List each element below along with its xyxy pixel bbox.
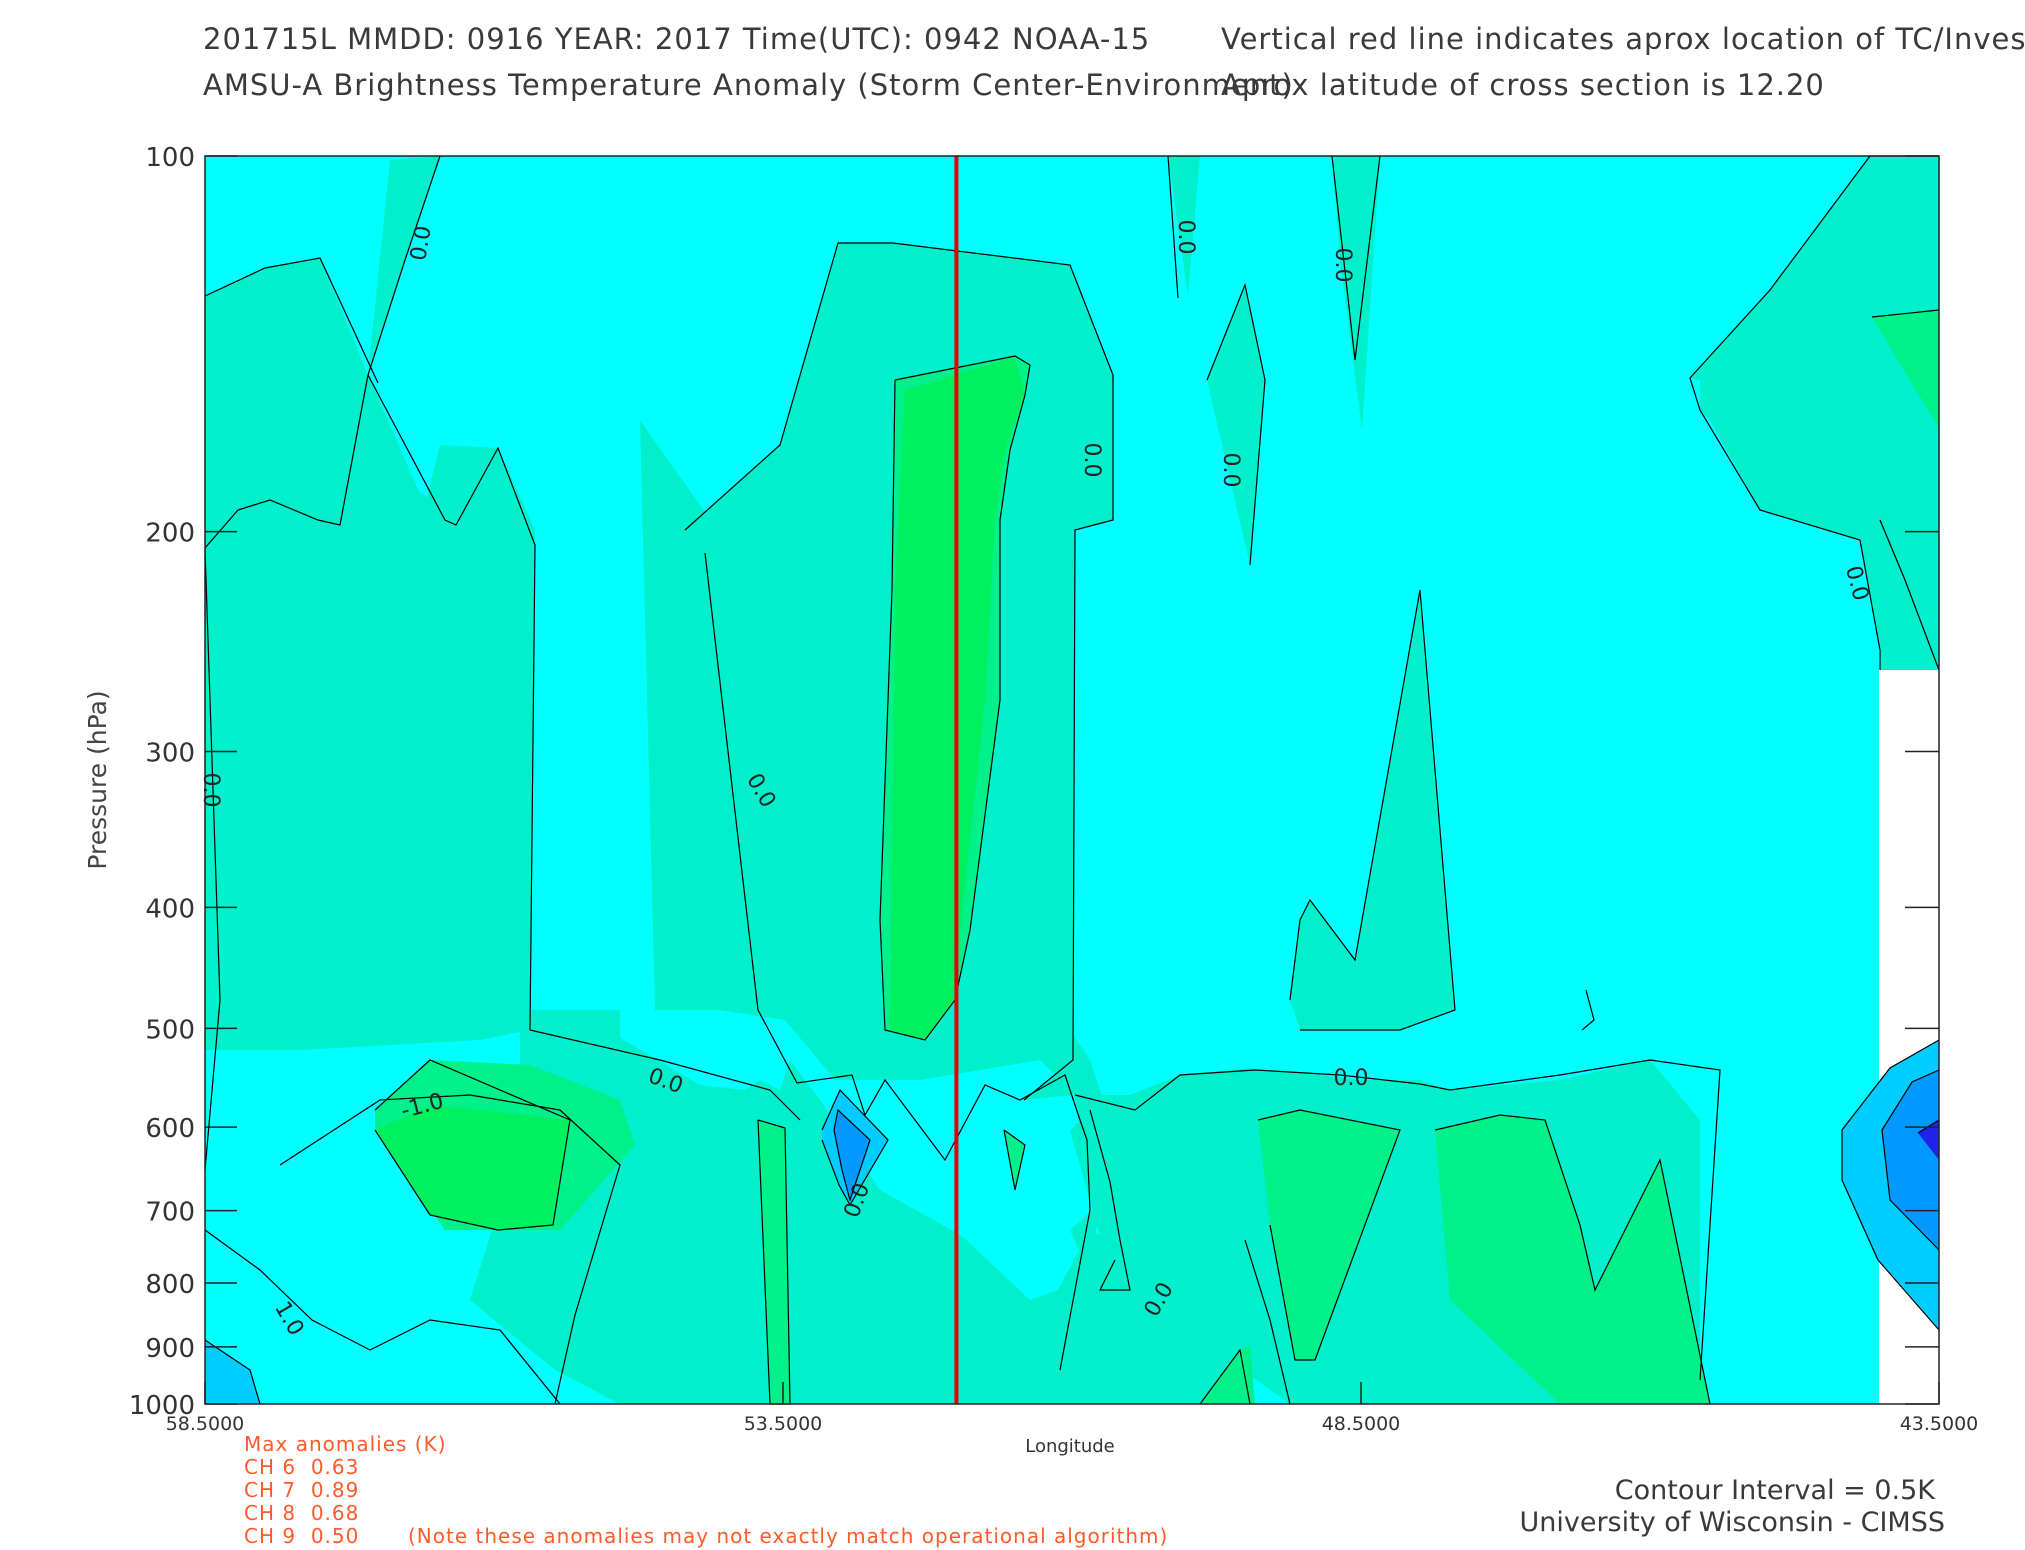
contour-line-3 [367,155,441,376]
header-line2-left: AMSU-A Brightness Temperature Anomaly (S… [203,68,1294,102]
y-tick-label: 200 [145,519,195,549]
contour-line-7 [529,1029,801,1121]
contour-fill-pos-1_0-13 [1435,1115,1710,1404]
contour-line-21 [1199,1348,1251,1405]
contour-fill-pos-0_5-4 [350,156,530,1030]
header-line2-right: Aprox latitude of cross section is 12.20 [1221,68,1825,102]
contour-line-20 [1244,1239,1291,1405]
anomalies-title: Max anomalies (K) [244,1432,447,1456]
contour-fills [205,156,1939,1404]
contour-fill-pos-1_0-15 [1004,1130,1025,1190]
contour-line-15 [1206,282,1266,566]
anomaly-row-ch9: CH 9 0.50 [244,1524,360,1548]
contour-line-33 [1003,1129,1026,1191]
contour-fill-pos-1_5-18 [375,1105,570,1230]
contour-line-14 [1331,155,1381,361]
contour-fill-pos-0_5-3 [640,420,1110,1370]
contour-line-30 [833,1108,871,1203]
contour-line-6 [279,1094,621,1405]
header-line1-right: Vertical red line indicates aprox locati… [1221,22,2025,56]
contour-line-31 [204,1339,261,1405]
anomaly-row-ch6: CH 6 0.63 [244,1455,360,1479]
contour-line-11 [704,552,1091,1371]
contour-fill-pos-1_0-16 [1872,310,1939,428]
contour-line-16 [1289,589,1456,1031]
anomaly-row-ch7: CH 7 0.89 [244,1478,360,1502]
contour-line-12 [1089,1109,1131,1291]
contour-line-32 [204,1229,561,1405]
contour-label-group-4: 0.0 [1079,443,1104,478]
x-axis-label: Longitude [1025,1436,1115,1457]
contour-interval-label: Contour Interval = 0.5K [1614,1475,1935,1506]
y-tick-label: 500 [145,1015,195,1045]
plot-frame [204,155,1940,1405]
header-line1-left: 201715L MMDD: 0916 YEAR: 2017 Time(UTC):… [203,22,1151,56]
contour-line-1 [204,257,379,384]
contour-line-17 [1074,1059,1721,1381]
anomaly-row-ch8: CH 8 0.68 [244,1501,360,1525]
x-tick-label: 43.5000 [1900,1413,1979,1435]
y-tick-label: 100 [145,143,195,173]
contour-line-4 [367,374,536,1031]
contour-line-24 [1879,519,1940,671]
contour-fill-pos-0_5-8 [1290,590,1455,1030]
contour-label: 0.0 [406,224,437,263]
contour-fill-pos-0_5-5 [1168,156,1200,295]
contour-label-group-10: 0.0 [1334,1066,1369,1091]
contour-line-8 [374,1059,571,1231]
y-axis-label: Pressure (hPa) [83,690,112,869]
contour-label-group-5: 0.0 [1218,453,1243,488]
contour-line-29 [821,1088,889,1207]
y-tick-label: 800 [145,1270,195,1300]
contour-fill-pos-1_0-12 [1258,1110,1400,1360]
contour-fill-neg-1_0-23 [834,1110,870,1200]
contour-fill-pos-0_5-9 [1690,156,1939,670]
y-tick-label: 300 [145,738,195,768]
y-axis: 100 200 300 400 500 600 700 800 900 1000 [129,143,1939,1421]
anomalies-note: (Note these anomalies may not exactly ma… [408,1524,1169,1548]
contour-fill-neg-1_0-24 [1882,1070,1939,1250]
x-tick-label: 58.5000 [166,1413,245,1435]
y-tick-label: 1000 [129,1391,195,1421]
y-tick-label: 900 [145,1334,195,1364]
y-tick-label: 700 [145,1198,195,1228]
contour-label: 0.0 [1173,220,1198,255]
contour-fill-pos-1_0-14 [758,1120,790,1404]
contour-line-25 [1841,1039,1940,1331]
credit-label: University of Wisconsin - CIMSS [1519,1507,1945,1538]
contour-fill-pos-0_5-6 [1332,156,1380,430]
contour-label: 0.0 [1079,443,1104,478]
contour-label-group-2: 0.0 [1173,220,1198,255]
contour-line-9 [684,242,1114,1101]
y-tick-label: 400 [145,894,195,924]
contour-line-22 [1689,155,1939,670]
contour-line-19 [1434,1114,1711,1405]
contour-line-23 [1871,309,1940,318]
contour-line-13 [1167,155,1179,299]
contour-lines [204,155,1940,1405]
contour-line-10 [879,355,1031,1041]
contour-label: 0.0 [198,773,223,808]
contour-fill-pos-0_5-7 [1207,285,1265,565]
contour-fill-pos-0_5-2 [470,243,1700,1404]
x-tick-label: 53.5000 [744,1413,823,1435]
contour-label: 0.0 [1218,453,1243,488]
contour-fill-neg-0_5-22 [205,1340,260,1404]
contour-label: 0.0 [1334,1066,1369,1091]
contour-line-18 [1257,1109,1401,1361]
contour-line-2 [204,374,369,549]
contour-line-34 [1581,989,1595,1031]
contour-label-group-1: 0.0 [406,224,437,263]
contour-label-group-3: 0.0 [1330,248,1355,283]
x-tick-label: 48.5000 [1322,1413,1401,1435]
contour-line-26 [1881,1069,1940,1251]
contour-label: 0.0 [1330,248,1355,283]
y-tick-label: 600 [145,1114,195,1144]
contour-line-5 [204,549,221,1171]
x-axis: 58.5000 53.5000 48.5000 43.5000 [166,1382,1979,1435]
contour-label-group-7: 0.0 [198,773,223,808]
